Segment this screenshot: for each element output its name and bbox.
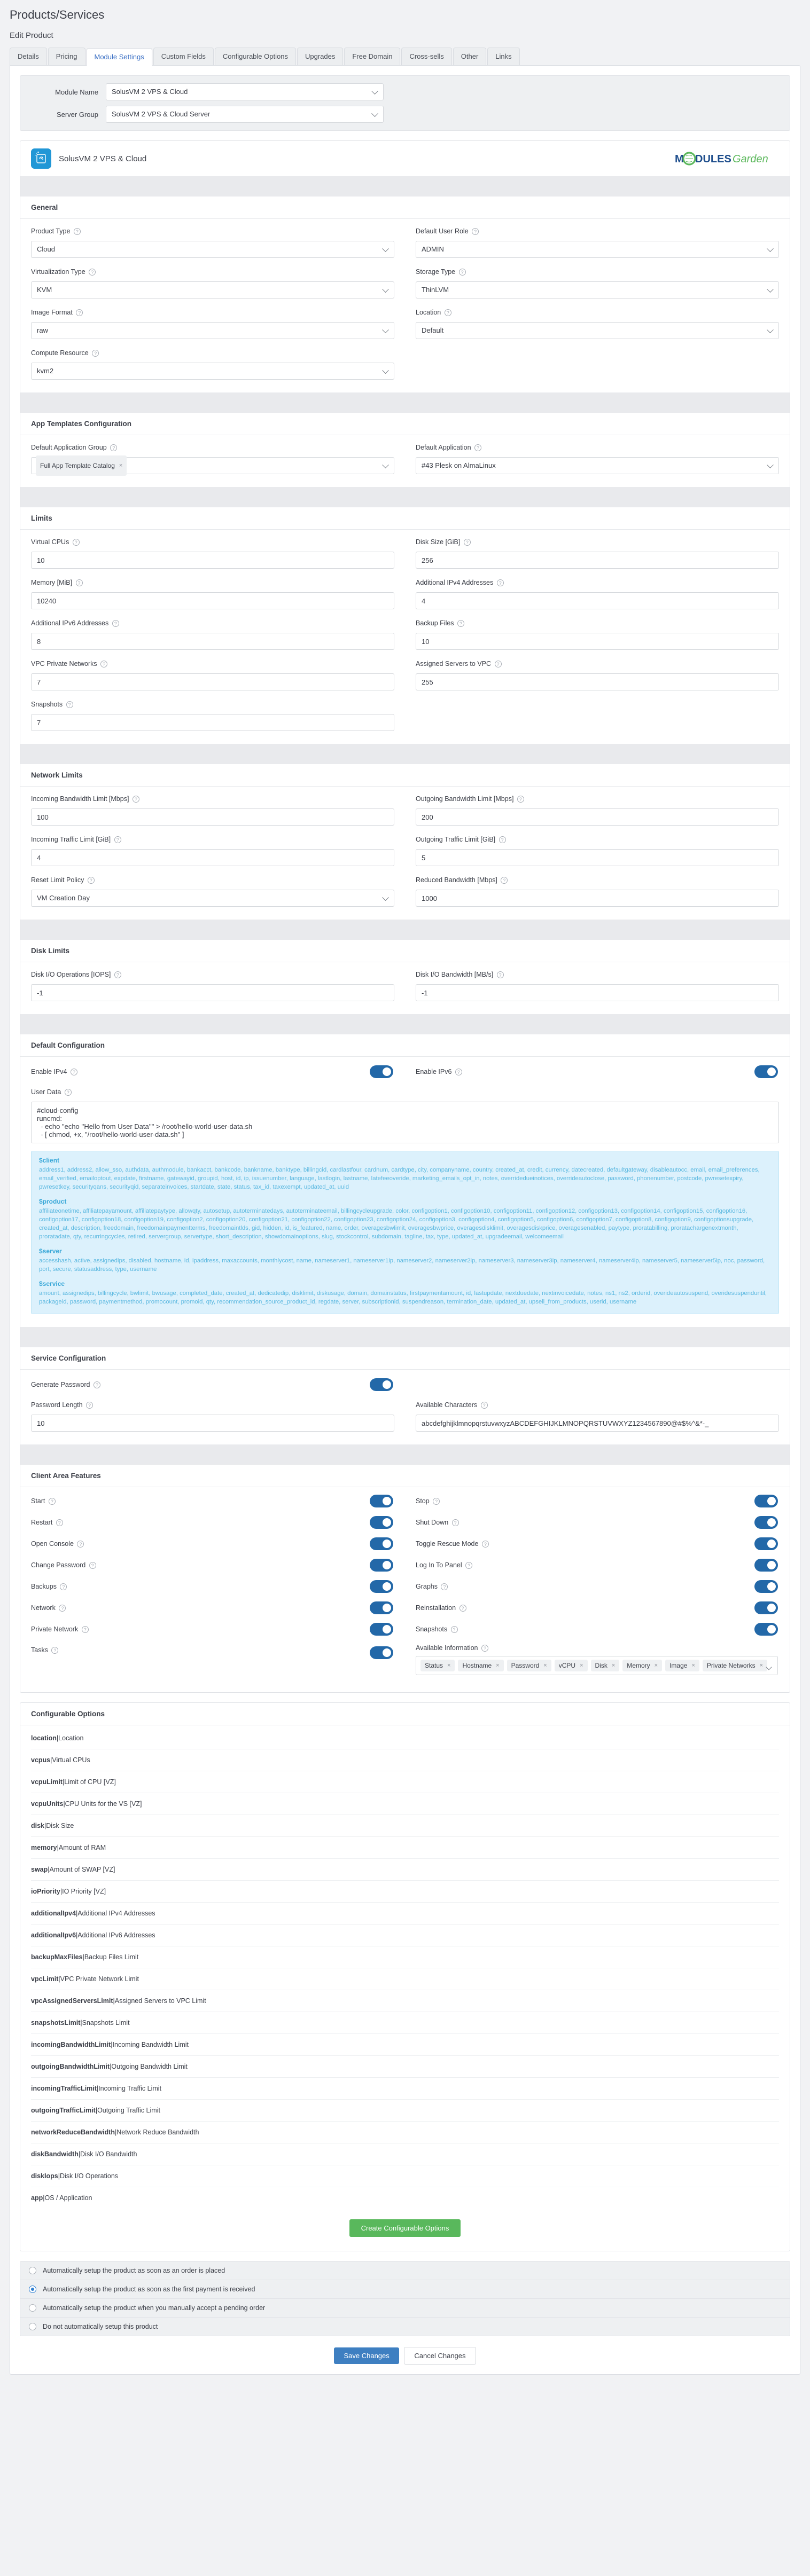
svg-text:M: M	[675, 153, 684, 165]
svg-text:Garden: Garden	[733, 153, 768, 165]
svg-text:DULES: DULES	[695, 153, 731, 165]
